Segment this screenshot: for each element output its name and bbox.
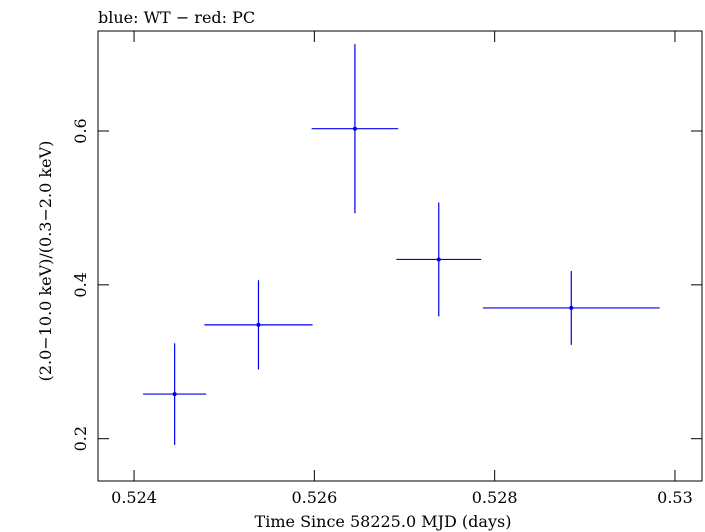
data-point	[396, 202, 482, 317]
series-layer	[143, 44, 660, 445]
data-marker	[569, 305, 574, 310]
x-tick-label: 0.526	[291, 488, 337, 507]
y-axis-label: (2.0−10.0 keV)/(0.3−2.0 keV)	[36, 141, 55, 382]
data-point	[311, 44, 399, 214]
x-axis-label: Time Since 58225.0 MJD (days)	[255, 512, 512, 531]
data-point	[143, 343, 207, 445]
x-tick-label: 0.528	[472, 488, 518, 507]
data-point	[204, 280, 313, 370]
x-tick-label: 0.53	[657, 488, 693, 507]
data-marker	[172, 392, 177, 397]
chart-title: blue: WT − red: PC	[98, 8, 255, 27]
y-tick-label: 0.6	[71, 118, 90, 143]
y-tick-label: 0.4	[71, 272, 90, 297]
x-axis: 0.524 0.526 0.528 0.53	[111, 31, 693, 507]
plot-frame	[97, 30, 703, 482]
y-axis: 0.2 0.4 0.6	[71, 118, 702, 451]
data-point	[482, 271, 660, 345]
data-marker	[352, 126, 357, 131]
data-series	[143, 44, 660, 445]
data-marker	[436, 257, 441, 262]
data-marker	[256, 322, 261, 327]
y-tick-label: 0.2	[71, 426, 90, 451]
x-tick-label: 0.524	[111, 488, 157, 507]
